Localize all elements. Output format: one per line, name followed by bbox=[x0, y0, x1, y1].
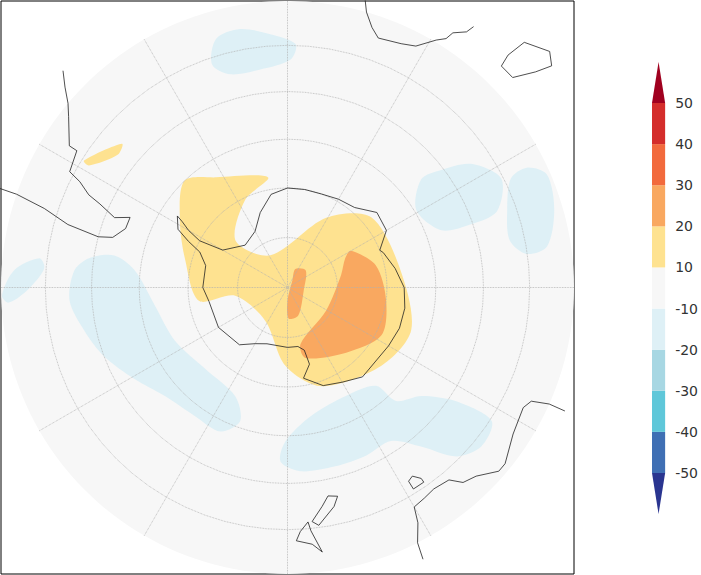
svg-text:40: 40 bbox=[675, 136, 693, 152]
svg-text:50: 50 bbox=[675, 95, 693, 111]
svg-text:-40: -40 bbox=[675, 424, 698, 440]
svg-text:-50: -50 bbox=[675, 465, 698, 481]
svg-text:10: 10 bbox=[675, 259, 693, 275]
svg-text:30: 30 bbox=[675, 177, 693, 193]
svg-text:-10: -10 bbox=[675, 301, 698, 317]
svg-text:20: 20 bbox=[675, 218, 693, 234]
svg-text:-20: -20 bbox=[675, 342, 698, 358]
svg-text:-30: -30 bbox=[675, 383, 698, 399]
